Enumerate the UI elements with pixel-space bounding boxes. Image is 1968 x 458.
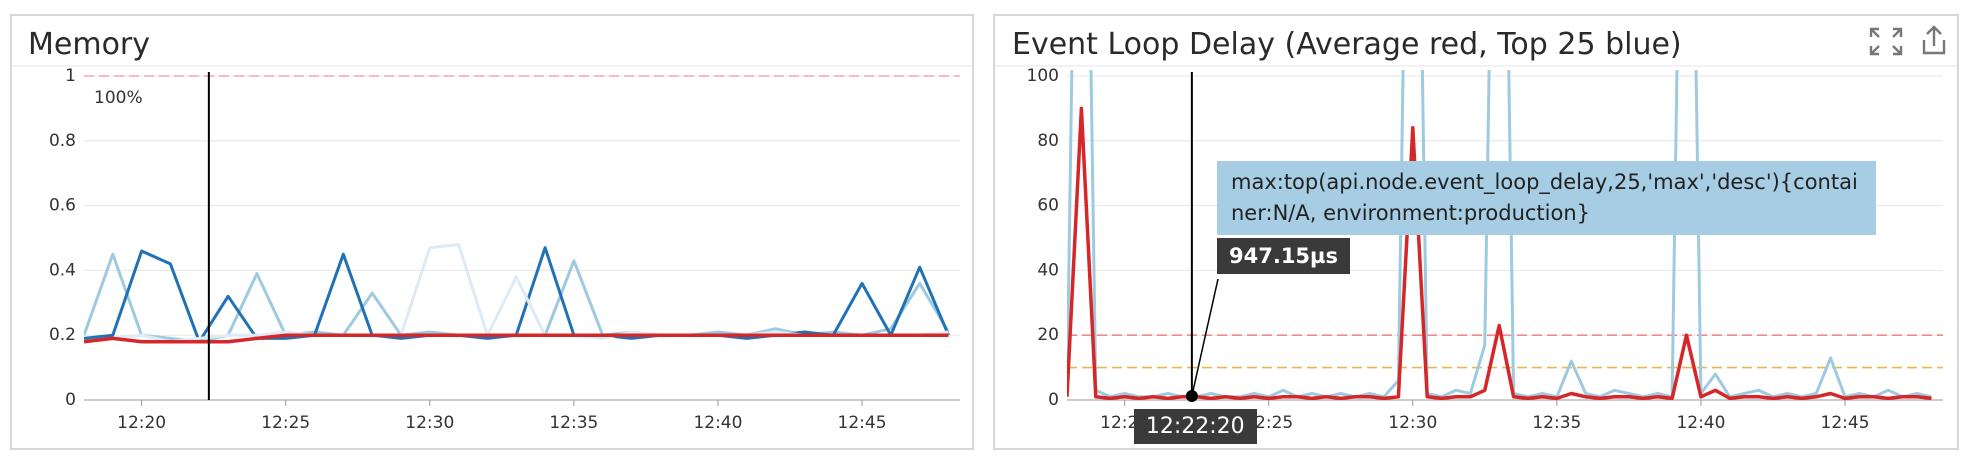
- x-tick-label: 12:25: [261, 413, 310, 433]
- x-tick-label: 12:20: [117, 413, 166, 433]
- series-line: [1067, 70, 1932, 399]
- series-line: [84, 333, 949, 344]
- x-tick-label: 12:30: [1388, 413, 1437, 433]
- panel: [993, 14, 1959, 450]
- x-tick-label: 12:35: [1532, 413, 1581, 433]
- series-line: [84, 246, 950, 344]
- plot-lines: [84, 243, 950, 344]
- y-tick-label: 0: [1048, 390, 1059, 410]
- cursor-dot: [1185, 390, 1198, 402]
- y-tick-label: 0.2: [49, 325, 76, 345]
- x-tick-label: 12:40: [693, 413, 742, 433]
- x-tick-label: 12:45: [1821, 413, 1870, 433]
- y-tick-label: 100: [1027, 66, 1059, 86]
- tooltip-value: 947.15µs: [1217, 238, 1350, 274]
- tooltip-time: 12:22:20: [1133, 409, 1257, 444]
- panel: [10, 14, 974, 450]
- x-tick-label: 12:35: [549, 413, 598, 433]
- y-tick-label: 0: [65, 390, 76, 410]
- tooltip-pointer: [1191, 278, 1219, 397]
- y-tick-label: 20: [1037, 325, 1059, 345]
- x-tick-label: 12:45: [838, 413, 887, 433]
- chart-title: Event Loop Delay (Average red, Top 25 bl…: [1012, 27, 1682, 62]
- series-line: [84, 252, 950, 344]
- series-line: [84, 243, 949, 344]
- plot-lines: [1067, 70, 1932, 401]
- y-tick-label: 0.8: [49, 131, 76, 151]
- share-icon[interactable]: [1922, 25, 1946, 55]
- y-tick-label: 40: [1037, 260, 1059, 280]
- y-tick-label: 80: [1037, 131, 1059, 151]
- y-tick-label: 0.6: [49, 196, 76, 216]
- x-tick-label: 12:30: [405, 413, 454, 433]
- series-line: [1067, 106, 1932, 401]
- expand-icon[interactable]: [1869, 27, 1903, 56]
- tooltip-series: max:top(api.node.event_loop_delay,25,'ma…: [1217, 161, 1876, 235]
- threshold-label: 100%: [94, 88, 143, 108]
- chart-title: Memory: [28, 27, 150, 62]
- x-tick-label: 12:40: [1676, 413, 1725, 433]
- y-tick-label: 1: [65, 66, 76, 86]
- y-tick-label: 60: [1037, 196, 1059, 216]
- y-tick-label: 0.4: [49, 260, 76, 280]
